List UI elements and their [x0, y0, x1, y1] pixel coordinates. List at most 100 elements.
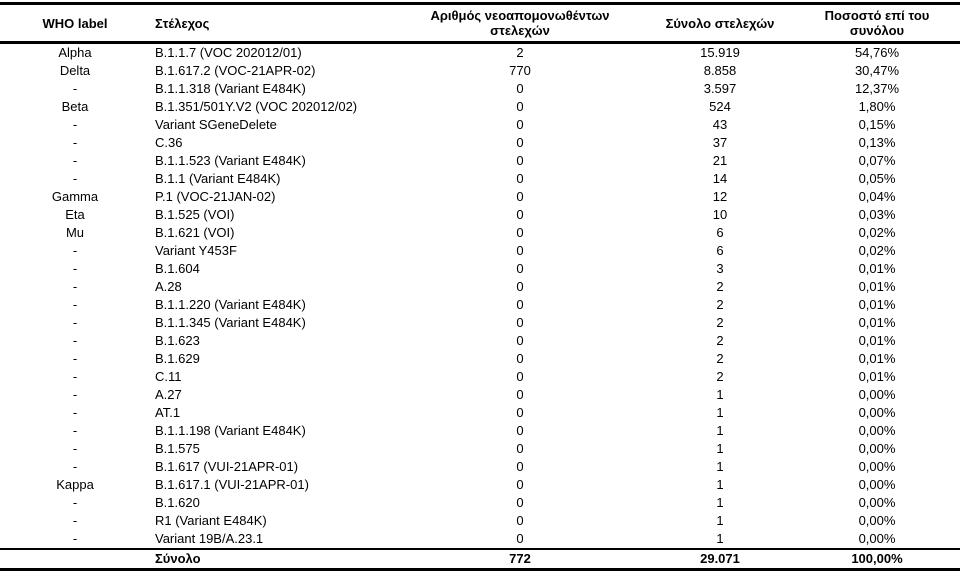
who-label-cell: -: [72, 153, 78, 168]
total-strains: 29.071: [700, 551, 740, 566]
strain-cell: B.1.525 (VOI): [155, 207, 235, 222]
table-row: - B.1.620 0 1 0,00%: [0, 494, 960, 512]
percent-cell: 30,47%: [854, 63, 900, 78]
who-label-cell: -: [72, 135, 78, 150]
total-strains-cell: 524: [709, 99, 731, 114]
new-isolates-cell: 0: [516, 225, 524, 240]
who-label-cell: -: [72, 171, 78, 186]
percent-cell: 12,37%: [854, 81, 900, 96]
who-label-cell: Delta: [59, 63, 91, 78]
strain-cell: R1 (Variant E484K): [155, 513, 267, 528]
total-strains-cell: 1: [716, 405, 724, 420]
table-row: Delta B.1.617.2 (VOC-21APR-02) 770 8.858 30,…: [0, 62, 960, 80]
header-row: WHO label Στέλεχος Αριθμός νεοαπομονωθέντω…: [0, 3, 960, 43]
column-header-who-label: WHO label: [42, 15, 108, 31]
strain-cell: P.1 (VOC-21JAN-02): [155, 189, 276, 204]
percent-cell: 0,00%: [858, 513, 896, 528]
total-strains-cell: 2: [716, 351, 724, 366]
who-label-cell: -: [72, 315, 78, 330]
strain-cell: B.1.1.7 (VOC 202012/01): [155, 45, 302, 60]
table-row: Mu B.1.621 (VOI) 0 6 0,02%: [0, 224, 960, 242]
new-isolates-cell: 0: [516, 333, 524, 348]
percent-cell: 0,00%: [858, 423, 896, 438]
table-row: - A.27 0 1 0,00%: [0, 386, 960, 404]
total-strains-cell: 6: [716, 243, 724, 258]
table-row: - C.11 0 2 0,01%: [0, 368, 960, 386]
who-label-cell: Eta: [65, 207, 85, 222]
who-label-cell: -: [72, 513, 78, 528]
strain-cell: B.1.1.220 (Variant E484K): [155, 297, 306, 312]
percent-cell: 0,01%: [858, 315, 896, 330]
percent-cell: 0,00%: [858, 459, 896, 474]
total-strains-cell: 8.858: [703, 63, 737, 78]
who-label-cell: -: [72, 441, 78, 456]
table-row: - B.1.1.198 (Variant E484K) 0 1 0,00%: [0, 422, 960, 440]
total-strains-cell: 43: [712, 117, 728, 132]
new-isolates-cell: 0: [516, 441, 524, 456]
strain-cell: Variant Y453F: [155, 243, 237, 258]
new-isolates-cell: 0: [516, 135, 524, 150]
table-row: - Variant 19B/A.23.1 0 1 0,00%: [0, 530, 960, 549]
table-row: - B.1.617 (VUI-21APR-01) 0 1 0,00%: [0, 458, 960, 476]
new-isolates-cell: 0: [516, 513, 524, 528]
who-label-cell: Kappa: [56, 477, 94, 492]
table-row: - B.1.1.220 (Variant E484K) 0 2 0,01%: [0, 296, 960, 314]
total-percent: 100,00%: [851, 551, 903, 566]
strain-cell: B.1.1.198 (Variant E484K): [155, 423, 306, 438]
table-row: - B.1.575 0 1 0,00%: [0, 440, 960, 458]
percent-cell: 0,13%: [858, 135, 896, 150]
who-label-cell: -: [72, 405, 78, 420]
percent-cell: 0,00%: [858, 531, 896, 546]
percent-cell: 0,15%: [858, 117, 896, 132]
percent-cell: 0,02%: [858, 225, 896, 240]
total-strains-cell: 3.597: [703, 81, 737, 96]
strain-cell: B.1.1 (Variant E484K): [155, 171, 281, 186]
who-label-cell: -: [72, 333, 78, 348]
new-isolates-cell: 0: [516, 477, 524, 492]
percent-cell: 0,07%: [858, 153, 896, 168]
total-strains-cell: 1: [716, 477, 724, 492]
new-isolates-cell: 0: [516, 279, 524, 294]
total-strains-cell: 1: [716, 423, 724, 438]
total-strains-cell: 6: [716, 225, 724, 240]
strain-cell: A.27: [155, 387, 182, 402]
new-isolates-cell: 0: [516, 351, 524, 366]
percent-cell: 0,04%: [858, 189, 896, 204]
strain-cell: B.1.575: [155, 441, 200, 456]
percent-cell: 0,01%: [858, 351, 896, 366]
table-row: - Variant Y453F 0 6 0,02%: [0, 242, 960, 260]
percent-cell: 0,02%: [858, 243, 896, 258]
total-strains-cell: 1: [716, 513, 724, 528]
table-row: - B.1.1.523 (Variant E484K) 0 21 0,07%: [0, 152, 960, 170]
new-isolates-cell: 0: [516, 117, 524, 132]
strain-cell: B.1.617 (VUI-21APR-01): [155, 459, 299, 474]
percent-cell: 54,76%: [854, 45, 900, 60]
total-row: Σύνολο 772 29.071 100,00%: [0, 549, 960, 570]
percent-cell: 1,80%: [858, 99, 896, 114]
total-strains-cell: 1: [716, 441, 724, 456]
strain-cell: B.1.604: [155, 261, 200, 276]
new-isolates-cell: 0: [516, 189, 524, 204]
table-footer: Σύνολο 772 29.071 100,00%: [0, 549, 960, 570]
table-row: - B.1.623 0 2 0,01%: [0, 332, 960, 350]
percent-cell: 0,01%: [858, 369, 896, 384]
total-strains-cell: 2: [716, 333, 724, 348]
percent-cell: 0,00%: [858, 405, 896, 420]
new-isolates-cell: 0: [516, 495, 524, 510]
percent-cell: 0,05%: [858, 171, 896, 186]
table-row: - B.1.1.318 (Variant E484K) 0 3.597 12,37%: [0, 80, 960, 98]
total-strains-cell: 37: [712, 135, 728, 150]
who-label-cell: Alpha: [58, 45, 92, 60]
who-label-cell: -: [72, 459, 78, 474]
new-isolates-cell: 770: [509, 63, 531, 78]
new-isolates-cell: 0: [516, 261, 524, 276]
who-label-cell: -: [72, 423, 78, 438]
percent-cell: 0,03%: [858, 207, 896, 222]
strain-cell: B.1.1.523 (Variant E484K): [155, 153, 306, 168]
new-isolates-cell: 0: [516, 315, 524, 330]
table-row: - R1 (Variant E484K) 0 1 0,00%: [0, 512, 960, 530]
total-label: Σύνολο: [155, 551, 201, 566]
total-strains-cell: 1: [716, 495, 724, 510]
